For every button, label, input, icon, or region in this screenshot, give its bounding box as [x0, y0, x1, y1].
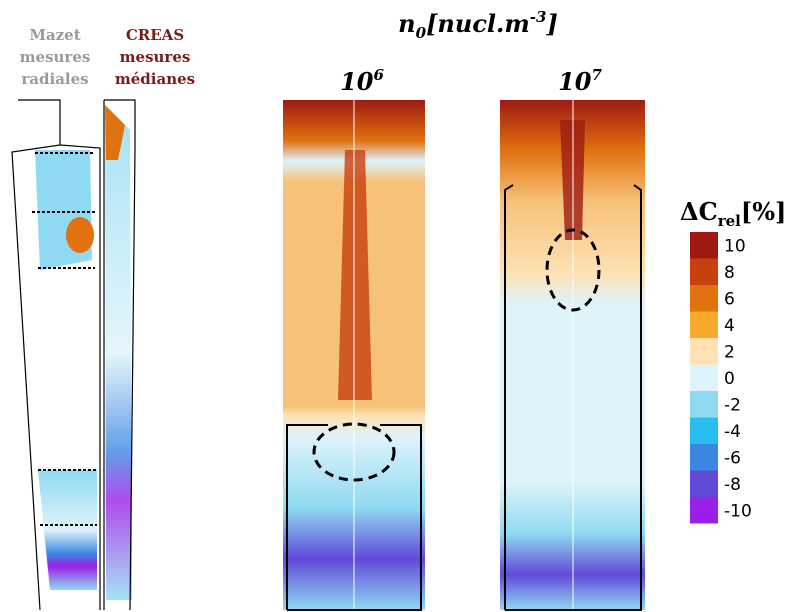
- colorbar-band: [690, 391, 718, 418]
- colorbar-tick-label: 10: [724, 236, 746, 256]
- left-label: radiales: [21, 70, 88, 88]
- colorbar-tick-label: -6: [724, 448, 741, 468]
- colorbar-band: [690, 444, 718, 471]
- colorbar-tick-label: -10: [724, 501, 752, 521]
- title-part: -3: [530, 8, 547, 26]
- title-part: 0: [416, 24, 427, 42]
- panel-part: 10: [558, 67, 592, 96]
- colorbar-tick-label: -8: [724, 475, 741, 495]
- title-part: n: [398, 9, 415, 38]
- panel-part: 6: [373, 66, 384, 84]
- colorbar-label-part: [%]: [741, 197, 787, 226]
- colorbar-band: [690, 311, 718, 338]
- colorbar-tick-label: 0: [724, 369, 735, 389]
- colorbar-band: [690, 285, 718, 312]
- right-label: CREAS: [126, 26, 184, 44]
- colorbar-tick-label: -4: [724, 422, 741, 442]
- colorbar-band: [690, 338, 718, 365]
- colorbar-band: [690, 497, 718, 524]
- colorbar-label: ΔCrel[%]: [680, 197, 786, 230]
- contour-1e6: [283, 100, 425, 611]
- colorbar-band: [690, 258, 718, 285]
- colorbar-band: [690, 470, 718, 497]
- panel-label: 106: [340, 66, 384, 96]
- contour-1e7: [500, 100, 645, 611]
- colorbar-tick-label: -2: [724, 395, 741, 415]
- right-label: mesures: [120, 48, 191, 66]
- panel-part: 10: [340, 67, 374, 96]
- colorbar-band: [690, 232, 718, 259]
- colorbar-label-part: rel: [718, 212, 741, 230]
- left-profiles: [11, 99, 136, 611]
- title-part: [nucl.m: [426, 9, 530, 38]
- colorbar-tick-label: 6: [724, 289, 735, 309]
- left-label: mesures: [20, 48, 91, 66]
- colorbar-band: [690, 417, 718, 444]
- colorbar-tick-label: 2: [724, 342, 735, 362]
- colorbar-band: [690, 364, 718, 391]
- title-part: ]: [545, 9, 557, 38]
- title: n0[nucl.m-3]: [398, 8, 558, 42]
- colorbar-tick-label: 8: [724, 263, 735, 283]
- colorbar-label-part: ΔC: [680, 197, 718, 226]
- right-label: médianes: [115, 70, 195, 88]
- panel-label: 107: [558, 66, 602, 96]
- colorbar-tick-label: 4: [724, 316, 735, 336]
- left-label: Mazet: [29, 26, 80, 44]
- panel-part: 7: [591, 66, 602, 84]
